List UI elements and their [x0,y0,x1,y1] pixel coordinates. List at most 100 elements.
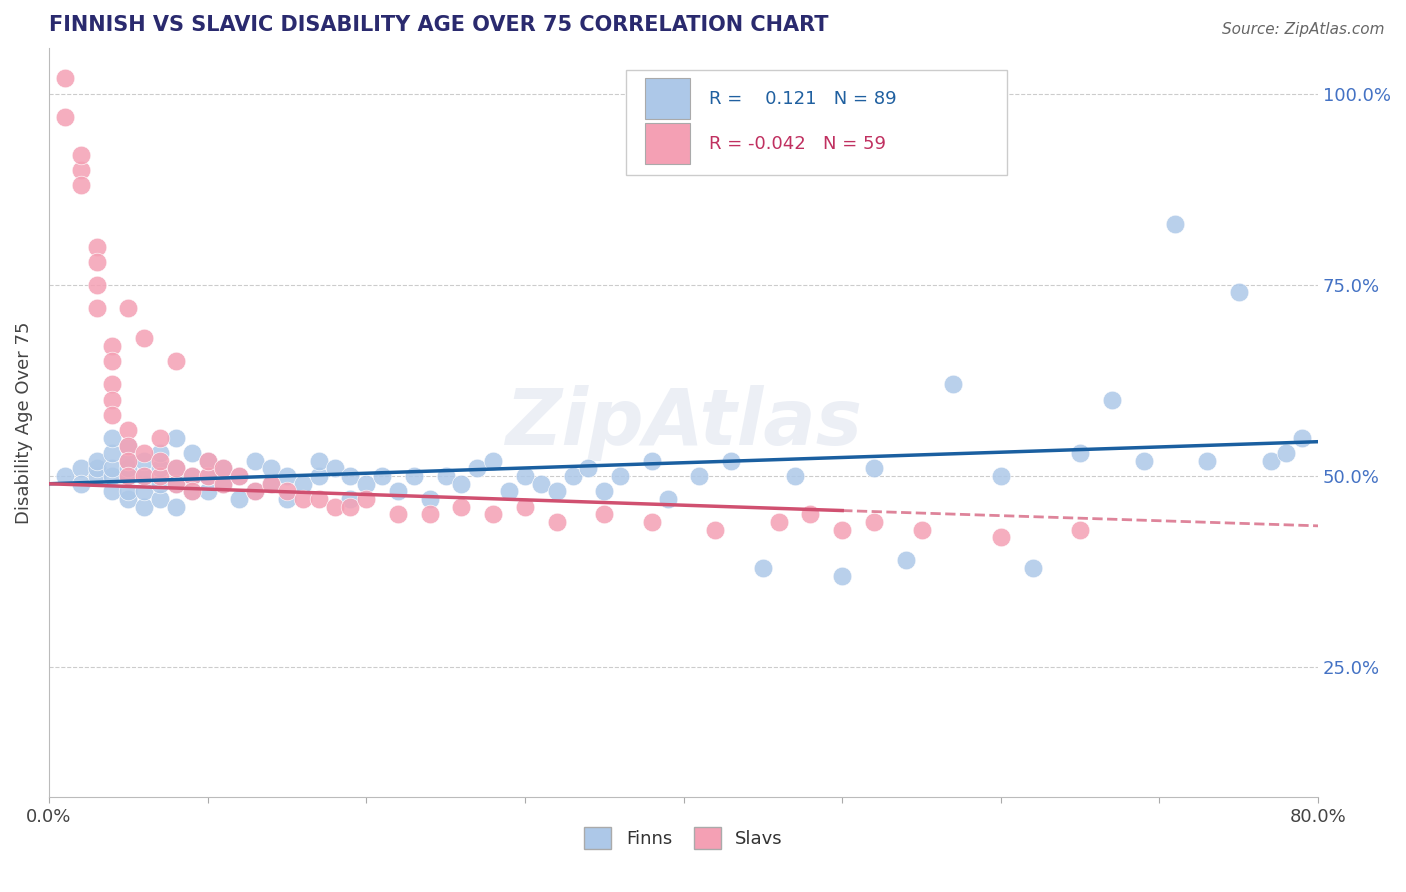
Point [134,469,156,483]
Point [180,446,202,460]
Point [402,469,425,483]
Point [228,491,250,506]
Point [134,484,156,499]
Text: Source: ZipAtlas.com: Source: ZipAtlas.com [1222,22,1385,37]
Y-axis label: Disability Age Over 75: Disability Age Over 75 [15,321,32,524]
Point [561,469,583,483]
Point [149,454,172,468]
Point [1164,217,1187,231]
Point [1069,446,1091,460]
Point [69,163,91,178]
Point [101,339,124,353]
Point [149,446,172,460]
Point [212,461,235,475]
FancyBboxPatch shape [645,122,690,164]
Point [260,476,283,491]
Point [86,301,108,315]
Point [276,484,298,499]
Point [101,469,124,483]
Point [134,331,156,345]
Point [513,469,536,483]
Point [212,476,235,491]
Point [69,461,91,475]
Point [212,461,235,475]
Point [291,476,314,491]
Point [86,454,108,468]
Point [117,484,139,499]
Point [799,508,821,522]
Point [450,476,472,491]
Point [1197,454,1219,468]
Text: FINNISH VS SLAVIC DISABILITY AGE OVER 75 CORRELATION CHART: FINNISH VS SLAVIC DISABILITY AGE OVER 75… [49,15,828,35]
Point [276,469,298,483]
Point [1227,285,1250,300]
Point [197,454,219,468]
Point [641,515,664,529]
Point [276,491,298,506]
Point [86,255,108,269]
Point [465,461,488,475]
Point [1069,523,1091,537]
Point [482,508,505,522]
Point [356,491,378,506]
Point [434,469,457,483]
Legend: Finns, Slavs: Finns, Slavs [576,820,790,856]
Point [308,469,330,483]
Point [117,454,139,468]
Point [910,523,932,537]
Point [260,461,283,475]
Point [101,354,124,368]
FancyBboxPatch shape [645,78,690,119]
Point [783,469,806,483]
Point [117,301,139,315]
Point [291,491,314,506]
Point [101,392,124,407]
Text: R =    0.121   N = 89: R = 0.121 N = 89 [709,90,897,108]
Point [863,461,886,475]
Point [768,515,790,529]
Point [387,508,409,522]
Point [387,484,409,499]
Point [165,461,187,475]
Point [117,461,139,475]
Point [86,239,108,253]
Point [69,476,91,491]
Point [546,515,568,529]
Point [180,469,202,483]
Point [134,469,156,483]
Point [149,476,172,491]
Point [593,484,616,499]
Point [101,408,124,422]
Point [117,469,139,483]
Point [546,484,568,499]
Point [323,500,346,514]
Point [117,423,139,437]
Point [101,446,124,460]
Point [482,454,505,468]
Point [165,476,187,491]
Point [86,469,108,483]
Point [720,454,742,468]
Point [197,454,219,468]
Point [53,110,76,124]
Point [117,438,139,452]
Point [197,469,219,483]
Point [260,476,283,491]
Text: R = -0.042   N = 59: R = -0.042 N = 59 [709,135,886,153]
Point [117,469,139,483]
Point [704,523,727,537]
Point [942,377,965,392]
Point [117,491,139,506]
Point [197,484,219,499]
Point [1101,392,1123,407]
Point [609,469,631,483]
Point [323,461,346,475]
Point [165,354,187,368]
Point [228,469,250,483]
Point [339,500,361,514]
Point [530,476,553,491]
Point [1291,431,1313,445]
Point [86,461,108,475]
Point [101,431,124,445]
Point [149,469,172,483]
